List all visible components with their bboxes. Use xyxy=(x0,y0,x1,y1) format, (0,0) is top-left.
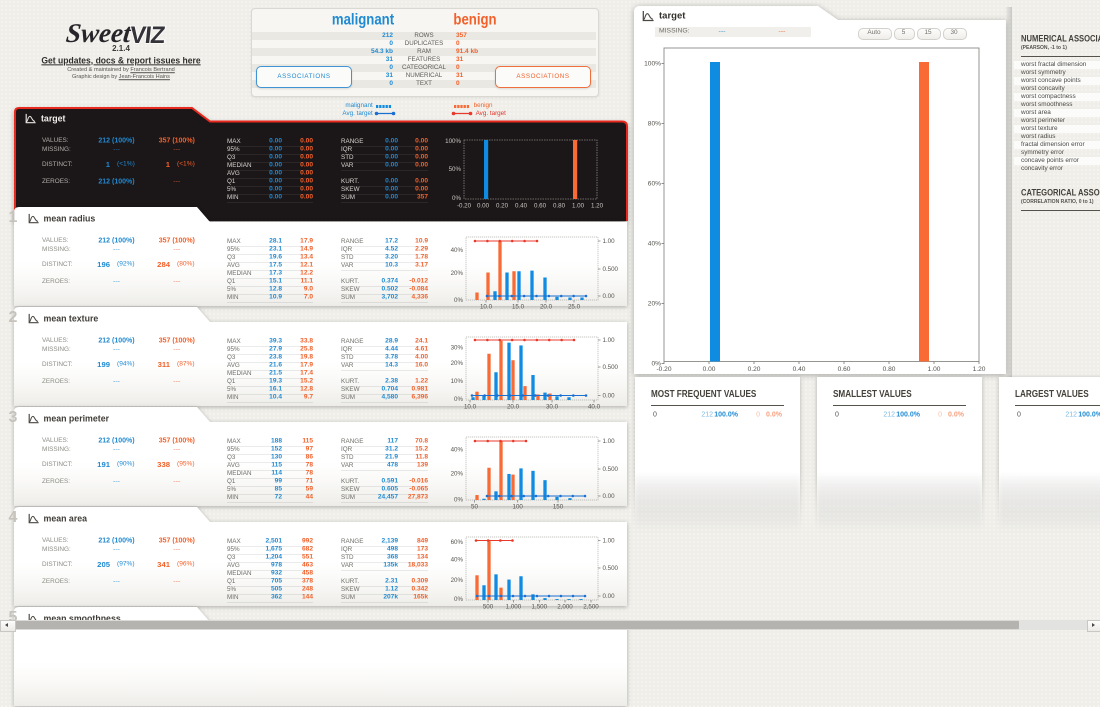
svg-text:20.0: 20.0 xyxy=(507,404,520,411)
svg-text:1,500: 1,500 xyxy=(532,604,548,611)
svg-text:2,500: 2,500 xyxy=(583,604,599,611)
svg-text:0%: 0% xyxy=(454,396,463,403)
svg-text:0.40: 0.40 xyxy=(515,203,528,210)
svg-text:0.00: 0.00 xyxy=(603,393,616,400)
svg-text:25.0: 25.0 xyxy=(568,304,581,311)
svg-text:40%: 40% xyxy=(451,557,464,564)
svg-text:0%: 0% xyxy=(454,297,463,304)
svg-text:30.0: 30.0 xyxy=(546,404,559,411)
svg-text:40.0: 40.0 xyxy=(588,404,601,411)
svg-text:20%: 20% xyxy=(451,360,464,367)
svg-text:50: 50 xyxy=(471,504,478,511)
svg-text:0.00: 0.00 xyxy=(603,593,616,600)
svg-text:1,000: 1,000 xyxy=(506,604,522,611)
svg-text:50%: 50% xyxy=(449,166,462,173)
svg-text:0.60: 0.60 xyxy=(838,366,851,373)
svg-text:20%: 20% xyxy=(451,577,464,584)
svg-text:VIZ: VIZ xyxy=(129,22,166,49)
svg-text:20%: 20% xyxy=(451,471,464,478)
svg-text:60%: 60% xyxy=(451,539,464,546)
svg-text:0.80: 0.80 xyxy=(883,366,896,373)
svg-text:1.00: 1.00 xyxy=(603,538,616,545)
svg-text:0%: 0% xyxy=(651,361,661,368)
svg-text:2,000: 2,000 xyxy=(557,604,573,611)
svg-text:0.40: 0.40 xyxy=(793,366,806,373)
svg-text:0.00: 0.00 xyxy=(477,203,490,210)
svg-text:1.00: 1.00 xyxy=(603,438,616,445)
svg-text:100%: 100% xyxy=(644,61,661,68)
svg-text:0.500: 0.500 xyxy=(603,266,619,273)
svg-text:-0.20: -0.20 xyxy=(457,203,472,210)
svg-text:40%: 40% xyxy=(451,247,464,254)
svg-text:1.20: 1.20 xyxy=(973,366,986,373)
svg-text:80%: 80% xyxy=(648,121,661,128)
svg-text:0.20: 0.20 xyxy=(496,203,509,210)
svg-text:15.0: 15.0 xyxy=(512,304,525,311)
svg-text:1.00: 1.00 xyxy=(572,203,585,210)
svg-text:0.500: 0.500 xyxy=(603,466,619,473)
svg-text:1.20: 1.20 xyxy=(591,203,604,210)
svg-text:1.00: 1.00 xyxy=(928,366,941,373)
svg-text:60%: 60% xyxy=(648,181,661,188)
svg-text:500: 500 xyxy=(483,604,494,611)
svg-text:1.00: 1.00 xyxy=(603,337,616,344)
svg-text:0%: 0% xyxy=(454,596,463,603)
svg-text:100%: 100% xyxy=(445,138,461,145)
svg-text:Sweet: Sweet xyxy=(65,18,134,48)
svg-text:40%: 40% xyxy=(451,447,464,454)
svg-text:20.0: 20.0 xyxy=(540,304,553,311)
svg-text:30%: 30% xyxy=(451,345,464,352)
svg-text:0%: 0% xyxy=(454,496,463,503)
svg-text:-0.20: -0.20 xyxy=(656,366,671,373)
svg-text:10%: 10% xyxy=(451,378,464,385)
svg-text:20%: 20% xyxy=(648,301,661,308)
svg-text:0.500: 0.500 xyxy=(603,364,619,371)
svg-text:0.60: 0.60 xyxy=(534,203,547,210)
svg-text:0.20: 0.20 xyxy=(748,366,761,373)
svg-text:0%: 0% xyxy=(452,195,461,202)
svg-text:0.500: 0.500 xyxy=(603,565,619,572)
svg-text:0.00: 0.00 xyxy=(603,493,616,500)
svg-text:10.0: 10.0 xyxy=(464,404,477,411)
svg-text:0.00: 0.00 xyxy=(603,293,616,300)
svg-text:0.80: 0.80 xyxy=(553,203,566,210)
svg-text:10.0: 10.0 xyxy=(480,304,493,311)
svg-text:40%: 40% xyxy=(648,241,661,248)
svg-text:150: 150 xyxy=(553,504,564,511)
svg-text:0.00: 0.00 xyxy=(703,366,716,373)
svg-text:20%: 20% xyxy=(451,270,464,277)
svg-text:100: 100 xyxy=(513,504,524,511)
svg-text:1.00: 1.00 xyxy=(603,238,616,245)
